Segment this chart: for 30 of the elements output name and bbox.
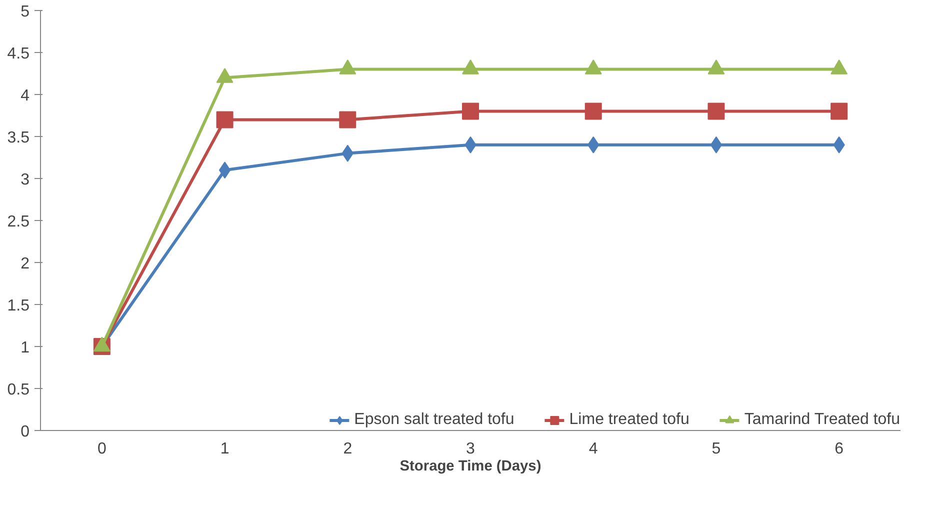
x-tick-label: 2	[343, 440, 352, 458]
y-tick-label: 1.5	[7, 298, 30, 314]
y-tick-label: 4	[20, 88, 30, 104]
point	[462, 102, 479, 120]
x-tick-label: 3	[466, 440, 476, 458]
point	[710, 136, 722, 154]
point	[339, 111, 356, 128]
y-tick-label: 2	[20, 256, 30, 272]
x-axis-title: Storage Time (Days)	[400, 458, 542, 474]
y-tick-label: 5	[20, 4, 30, 20]
point	[216, 111, 234, 128]
y-tick-label: 3.5	[7, 130, 30, 146]
point	[830, 102, 848, 120]
point	[584, 102, 602, 120]
y-tick-label: 1	[20, 340, 30, 356]
x-tick-label: 4	[588, 440, 598, 458]
point	[708, 102, 725, 120]
legend-label: Tamarind Treated tofu	[744, 411, 900, 429]
x-tick-label: 5	[712, 440, 721, 458]
x-tick-label: 0	[97, 440, 106, 458]
legend-label: Epson salt treated tofu	[354, 411, 514, 429]
y-tick-label: 0	[20, 424, 30, 440]
point	[218, 162, 231, 179]
legend-label: Lime treated tofu	[569, 411, 690, 429]
y-tick-label: 0.5	[7, 382, 30, 398]
x-tick-label: 1	[220, 440, 230, 458]
y-tick-label: 2.5	[7, 214, 30, 230]
y-tick-label: 3	[20, 172, 30, 188]
x-tick-label: 6	[834, 440, 844, 458]
y-tick-label: 4.5	[7, 46, 30, 62]
